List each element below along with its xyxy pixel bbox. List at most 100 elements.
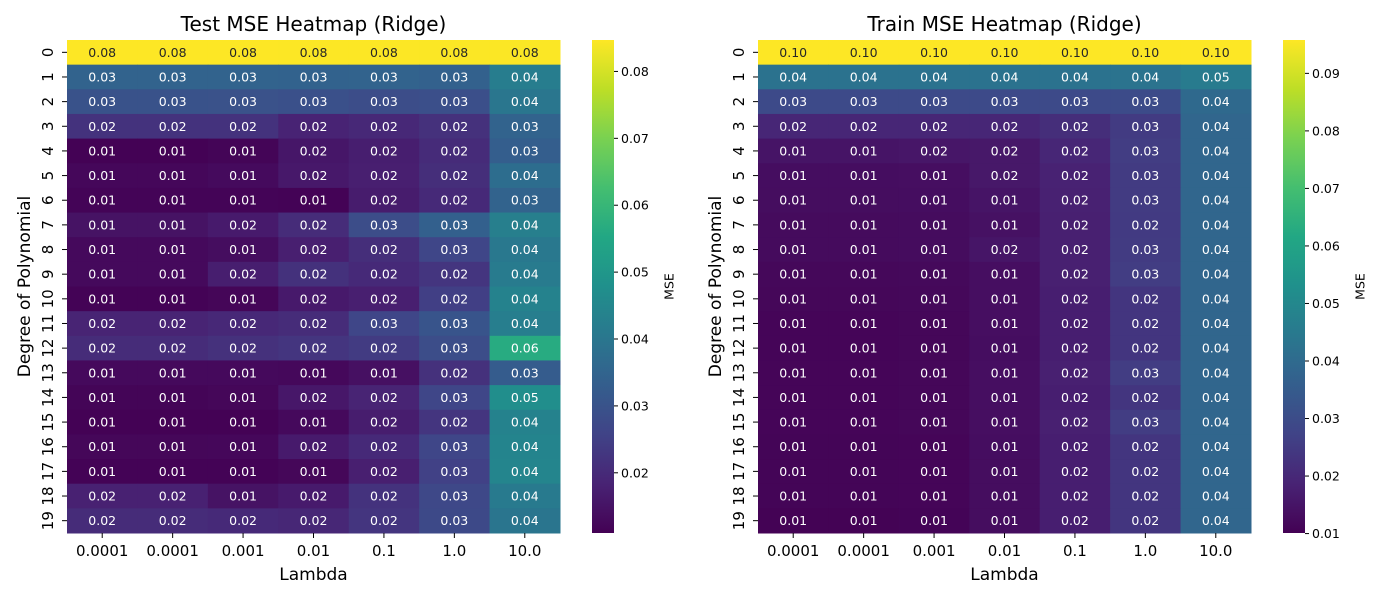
heatmap-cell xyxy=(419,360,491,386)
cell-value-label: 0.10 xyxy=(1202,45,1230,60)
cell-value-label: 0.01 xyxy=(229,291,257,306)
heatmap-cell xyxy=(969,212,1041,238)
chart-title: Train MSE Heatmap (Ridge) xyxy=(866,12,1141,36)
heatmap-cell xyxy=(348,286,420,312)
cell-value-label: 0.01 xyxy=(850,390,878,405)
cell-value-label: 0.01 xyxy=(850,242,878,257)
cell-value-label: 0.02 xyxy=(159,513,187,528)
heatmap-cell xyxy=(419,434,491,460)
heatmap-cell xyxy=(278,335,350,361)
heatmap-cell xyxy=(1180,113,1252,140)
heatmap-cell xyxy=(489,434,561,460)
heatmap-cell xyxy=(348,64,420,90)
heatmap-cell xyxy=(137,360,209,386)
heatmap-cell xyxy=(278,40,350,66)
cell-value-label: 0.02 xyxy=(1131,316,1159,331)
heatmap-cell xyxy=(278,286,350,312)
y-tick-label: 9 xyxy=(730,269,748,279)
cell-value-label: 0.04 xyxy=(1202,119,1230,134)
heatmap-cell xyxy=(1180,459,1252,485)
cell-value-label: 0.03 xyxy=(440,390,468,405)
heatmap-cell xyxy=(207,335,279,361)
heatmap-cell xyxy=(207,89,279,115)
cell-value-label: 0.01 xyxy=(88,464,116,479)
cell-value-label: 0.03 xyxy=(1131,94,1159,109)
heatmap-cell xyxy=(67,187,138,214)
cell-value-label: 0.01 xyxy=(159,193,187,208)
cell-value-label: 0.01 xyxy=(779,341,807,356)
heatmap-cell xyxy=(207,138,279,164)
cell-value-label: 0.03 xyxy=(511,193,539,208)
cell-value-label: 0.02 xyxy=(1131,439,1159,454)
cell-value-label: 0.04 xyxy=(779,69,807,84)
cell-value-label: 0.02 xyxy=(300,291,328,306)
cell-value-label: 0.02 xyxy=(1061,513,1089,528)
cell-value-label: 0.04 xyxy=(511,291,539,306)
heatmap-cell xyxy=(758,385,829,411)
x-tick-label: 0.0001 xyxy=(767,542,820,560)
heatmap-cell xyxy=(969,113,1041,140)
y-axis-label: Degree of Polynomial xyxy=(706,196,726,378)
heatmap-cell xyxy=(1180,64,1252,90)
cell-value-label: 0.02 xyxy=(300,489,328,504)
heatmap-cell xyxy=(67,459,138,485)
cell-value-label: 0.02 xyxy=(370,390,398,405)
heatmap-cell xyxy=(419,187,491,214)
heatmap-cell xyxy=(278,385,350,411)
cell-value-label: 0.04 xyxy=(511,94,539,109)
heatmap-cell xyxy=(1039,113,1111,140)
heatmap-cell xyxy=(1180,360,1252,386)
heatmap-cell xyxy=(419,64,491,90)
heatmap-cell xyxy=(1180,212,1252,238)
cell-value-label: 0.02 xyxy=(1061,193,1089,208)
heatmap-cell xyxy=(489,187,561,214)
cell-value-label: 0.04 xyxy=(1131,69,1159,84)
cell-value-label: 0.02 xyxy=(991,168,1019,183)
cell-value-label: 0.02 xyxy=(1061,316,1089,331)
heatmap-cell xyxy=(1180,187,1252,214)
heatmap-cell xyxy=(1039,187,1111,214)
cell-value-label: 0.02 xyxy=(1061,439,1089,454)
cell-value-label: 0.02 xyxy=(300,390,328,405)
heatmap-cell xyxy=(278,508,350,534)
heatmap-cell xyxy=(1180,311,1252,337)
heatmap-cell xyxy=(758,89,829,115)
heatmap-panel-2: 0.10 0.10 0.10 0.10 0.10 0.10 0.100.04 0.04 0.04… xyxy=(706,12,1368,585)
cell-value-label: 0.02 xyxy=(991,119,1019,134)
heatmap-cell xyxy=(348,113,420,140)
heatmap-cell xyxy=(828,261,900,287)
cell-value-label: 0.02 xyxy=(88,119,116,134)
cell-value-label: 0.01 xyxy=(88,217,116,232)
heatmap-cell xyxy=(1110,261,1182,287)
heatmap-cell xyxy=(1110,163,1182,189)
cell-value-label: 0.10 xyxy=(779,45,807,60)
cell-value-label: 0.02 xyxy=(1061,415,1089,430)
heatmap-cell xyxy=(489,286,561,312)
heatmap-cell xyxy=(207,237,279,263)
x-tick-label: 10.0 xyxy=(508,542,541,560)
heatmap-cell xyxy=(969,40,1041,66)
heatmap-cell xyxy=(419,286,491,312)
cell-value-label: 0.01 xyxy=(779,365,807,380)
cell-value-label: 0.03 xyxy=(1131,267,1159,282)
heatmap-cell xyxy=(758,335,829,361)
x-tick-label: 0.1 xyxy=(372,542,396,560)
y-tick-label: 4 xyxy=(39,146,57,156)
cell-value-label: 0.10 xyxy=(850,45,878,60)
heatmap-cell xyxy=(898,138,970,164)
x-tick-label: 0.001 xyxy=(913,542,956,560)
heatmap-cell xyxy=(419,385,491,411)
cell-value-label: 0.03 xyxy=(850,94,878,109)
cell-value-label: 0.01 xyxy=(920,489,948,504)
y-tick-label: 0 xyxy=(730,48,748,58)
cell-value-label: 0.01 xyxy=(850,193,878,208)
heatmap-cell xyxy=(1110,89,1182,115)
colorbar-tick-label: 0.06 xyxy=(1312,238,1340,253)
cell-value-label: 0.04 xyxy=(991,69,1019,84)
colorbar-tick-label: 0.02 xyxy=(621,465,649,480)
cell-value-label: 0.04 xyxy=(511,489,539,504)
y-tick-label: 1 xyxy=(730,72,748,82)
x-tick-label: 0.001 xyxy=(222,542,265,560)
heatmap-cell xyxy=(489,138,561,164)
